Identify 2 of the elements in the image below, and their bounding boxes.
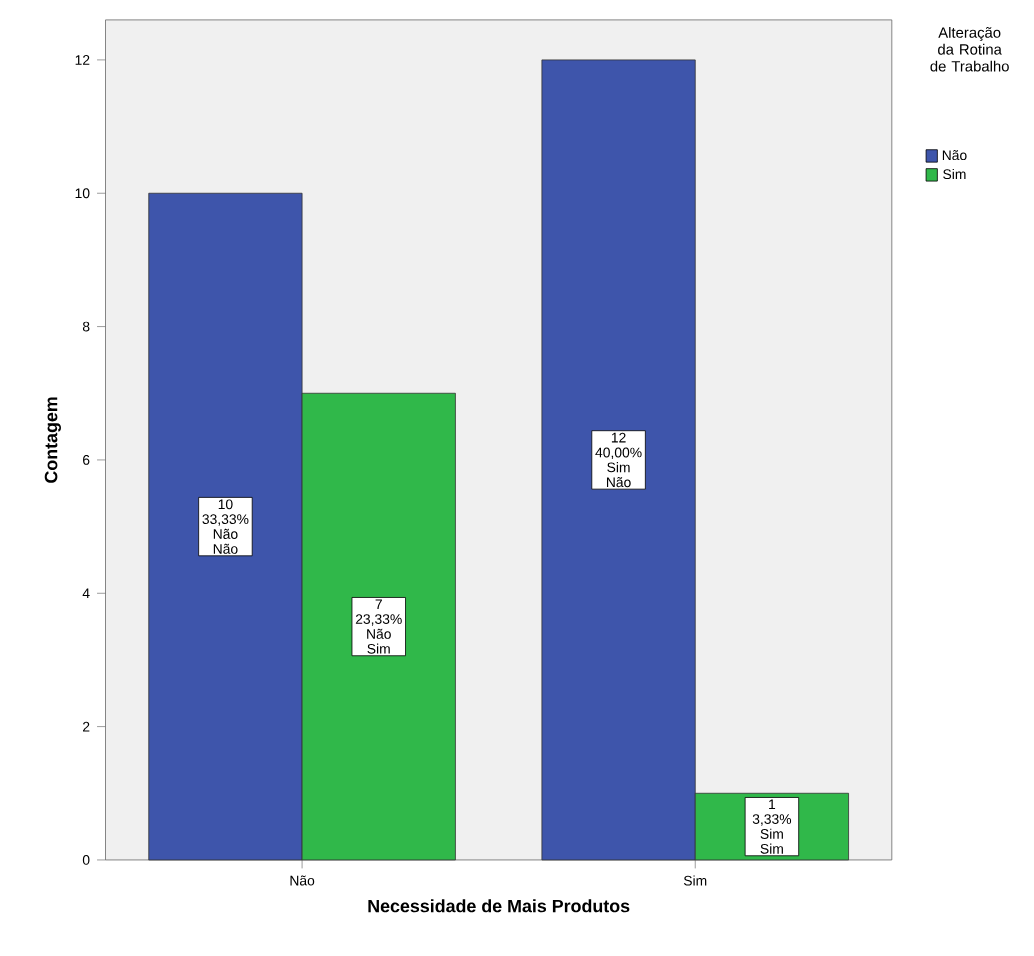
x-axis-title: Necessidade de Mais Produtos <box>368 899 630 913</box>
y-axis-title: Contagem <box>44 397 61 484</box>
